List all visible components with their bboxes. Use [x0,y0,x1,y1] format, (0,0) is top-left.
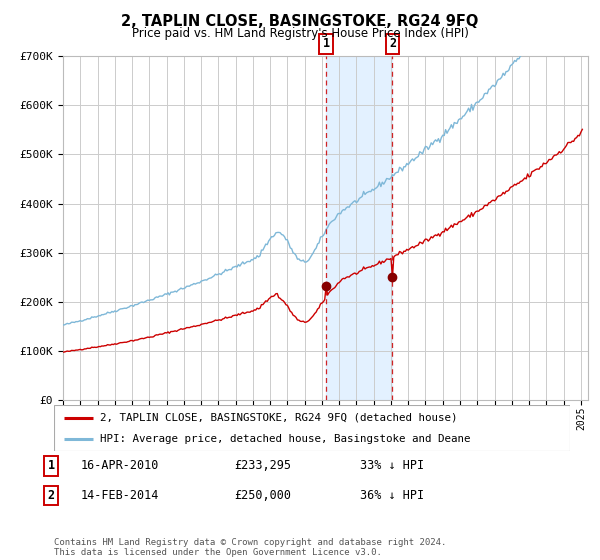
Text: 33% ↓ HPI: 33% ↓ HPI [360,459,424,473]
Text: 16-APR-2010: 16-APR-2010 [81,459,160,473]
Text: 1: 1 [47,459,55,473]
Text: 14-FEB-2014: 14-FEB-2014 [81,489,160,502]
Text: HPI: Average price, detached house, Basingstoke and Deane: HPI: Average price, detached house, Basi… [100,435,471,444]
Text: 2, TAPLIN CLOSE, BASINGSTOKE, RG24 9FQ (detached house): 2, TAPLIN CLOSE, BASINGSTOKE, RG24 9FQ (… [100,413,458,423]
Text: Price paid vs. HM Land Registry's House Price Index (HPI): Price paid vs. HM Land Registry's House … [131,27,469,40]
Text: 2, TAPLIN CLOSE, BASINGSTOKE, RG24 9FQ: 2, TAPLIN CLOSE, BASINGSTOKE, RG24 9FQ [121,14,479,29]
Text: 36% ↓ HPI: 36% ↓ HPI [360,489,424,502]
Bar [326,56,392,400]
Text: 1: 1 [323,38,330,50]
FancyBboxPatch shape [54,405,570,451]
Text: £233,295: £233,295 [234,459,291,473]
Text: 2: 2 [47,489,55,502]
Text: £250,000: £250,000 [234,489,291,502]
Text: Contains HM Land Registry data © Crown copyright and database right 2024.
This d: Contains HM Land Registry data © Crown c… [54,538,446,557]
Text: 2: 2 [389,38,396,50]
